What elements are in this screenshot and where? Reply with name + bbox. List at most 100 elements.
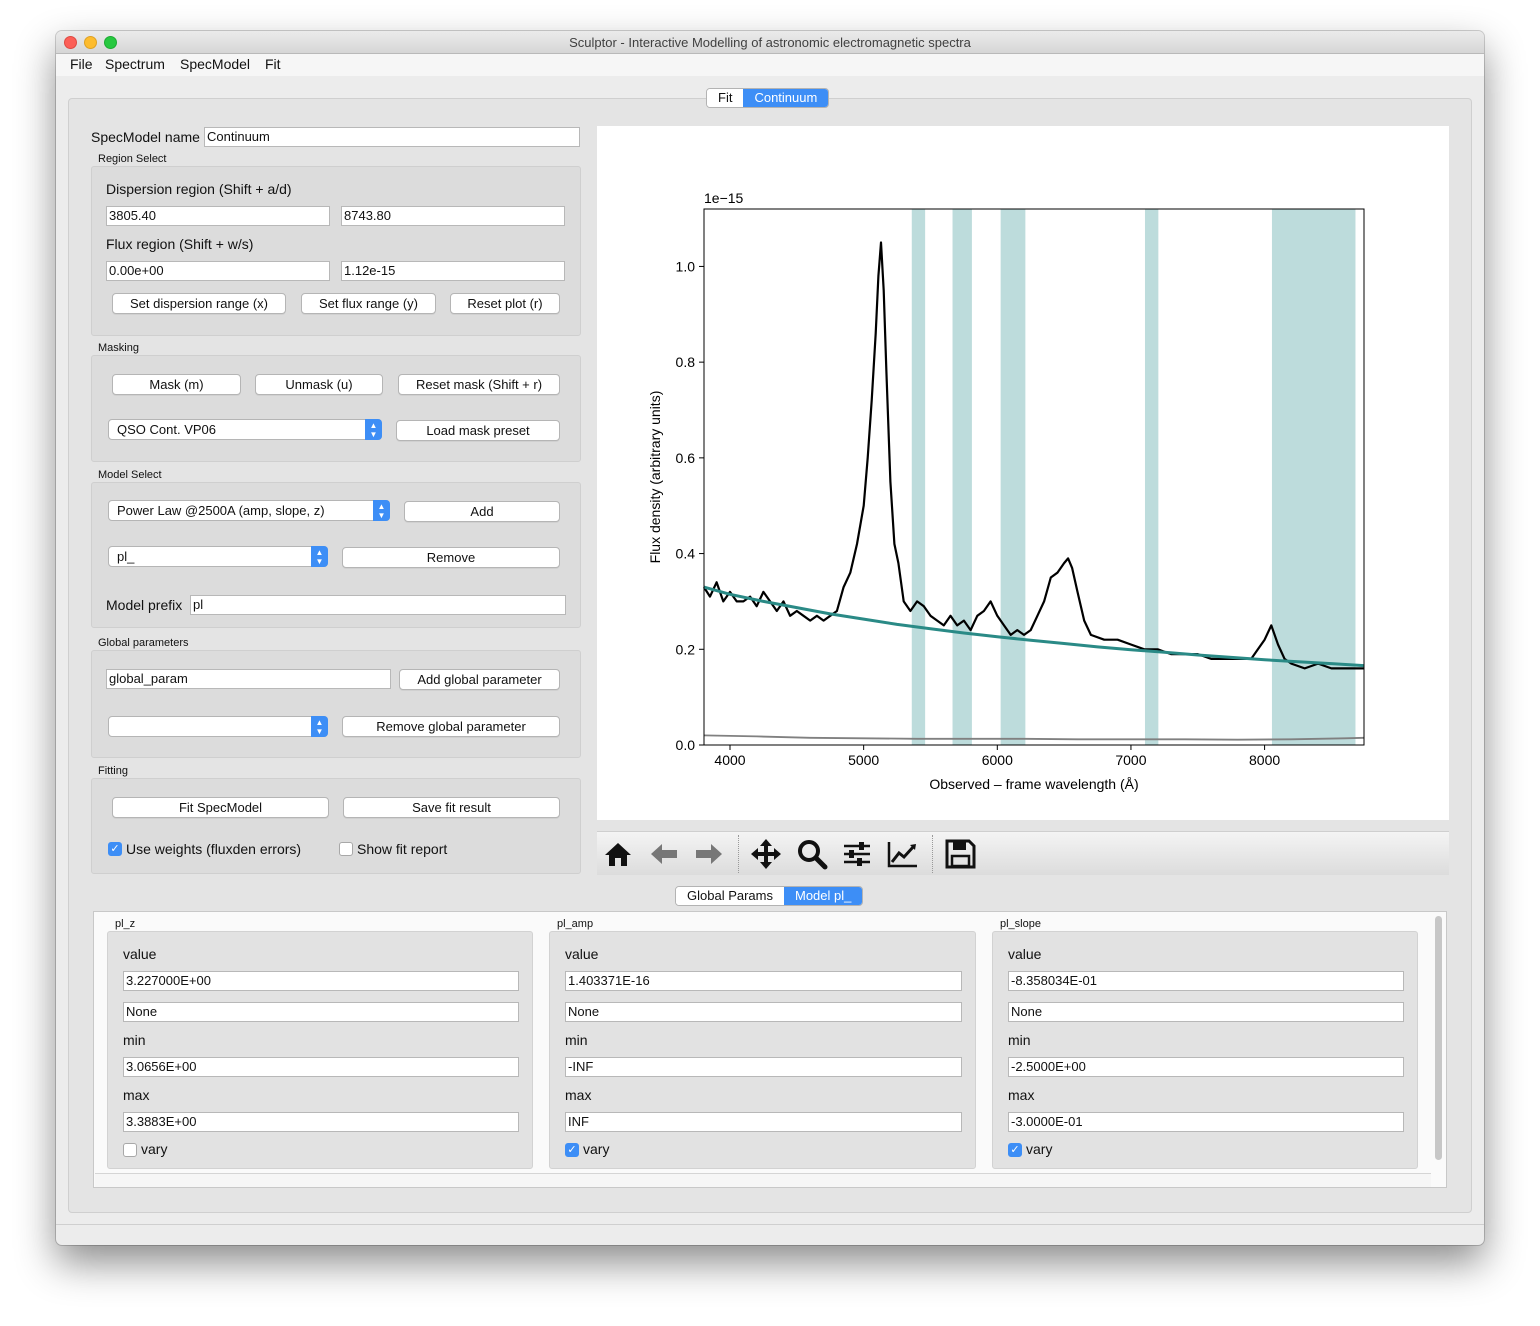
value-input[interactable]: -8.358034E-01 [1008, 971, 1404, 991]
value-input[interactable]: 1.403371E-16 [565, 971, 962, 991]
menu-specmodel[interactable]: SpecModel [180, 56, 251, 72]
edit-axis-icon[interactable] [886, 838, 920, 870]
expr-input[interactable]: None [565, 1002, 962, 1022]
subplots-icon[interactable] [840, 838, 874, 870]
specmodel-name-input[interactable]: Continuum [204, 127, 580, 147]
max-label: max [123, 1087, 150, 1103]
global-parameters-group [91, 650, 581, 758]
expr-input[interactable]: None [123, 1002, 519, 1022]
vary-checkbox[interactable]: ✓ [1008, 1143, 1022, 1157]
tab-global-params[interactable]: Global Params [676, 887, 784, 905]
max-label: max [1008, 1087, 1035, 1103]
reset-mask-button[interactable]: Reset mask (Shift + r) [398, 374, 560, 395]
save-fit-result-button[interactable]: Save fit result [343, 797, 560, 818]
remove-global-parameter-button[interactable]: Remove global parameter [342, 716, 560, 737]
unmask-button[interactable]: Unmask (u) [255, 374, 383, 395]
add-model-button[interactable]: Add [404, 501, 560, 522]
menu-bar: File Spectrum SpecModel Fit [56, 54, 1484, 76]
vary-checkbox[interactable] [123, 1143, 137, 1157]
model-type-select[interactable]: Power Law @2500A (amp, slope, z) ▲ ▼ [108, 500, 390, 521]
menu-fit[interactable]: Fit [265, 56, 281, 72]
x-axis-label: Observed – frame wavelength (Å) [929, 776, 1138, 792]
x-tick-label: 8000 [1249, 752, 1280, 768]
fit-specmodel-button[interactable]: Fit SpecModel [112, 797, 329, 818]
tab-model-pl[interactable]: Model pl_ [783, 887, 863, 905]
pan-icon[interactable] [749, 838, 783, 870]
save-icon[interactable] [943, 838, 977, 870]
model-continuum-line [703, 585, 1364, 668]
param-group-pl-z: value 3.227000E+00 None min 3.0656E+00 m… [107, 931, 533, 1169]
x-tick-label: 7000 [1115, 752, 1146, 768]
spectrum-plot-canvas[interactable]: 4000 5000 6000 7000 8000 0.0 0.2 0.4 0.6 0.8 1.0 … [597, 126, 1449, 820]
y-axis-ticks: 0.0 0.2 0.4 0.6 0.8 1.0 [676, 258, 704, 753]
min-input[interactable]: -INF [565, 1057, 962, 1077]
value-input[interactable]: 3.227000E+00 [123, 971, 519, 991]
dispersion-region-label: Dispersion region (Shift + a/d) [106, 181, 292, 197]
mask-preset-select[interactable]: QSO Cont. VP06 ▲ ▼ [108, 419, 382, 440]
add-global-parameter-button[interactable]: Add global parameter [399, 669, 560, 690]
flux-min-input[interactable]: 0.00e+00 [106, 261, 330, 281]
use-weights-label: Use weights (fluxden errors) [126, 841, 302, 857]
horizontal-scrollbar-track[interactable] [95, 1173, 1431, 1187]
vertical-scrollbar[interactable] [1435, 916, 1442, 1160]
mask-preset-value: QSO Cont. VP06 [117, 422, 216, 437]
max-input[interactable]: -3.0000E-01 [1008, 1112, 1404, 1132]
masking-group [91, 355, 581, 462]
min-input[interactable]: 3.0656E+00 [123, 1057, 519, 1077]
mask-region [911, 209, 926, 745]
model-prefix-input[interactable]: pl [190, 595, 566, 615]
mask-regions [911, 209, 1356, 745]
spectrum-chart[interactable]: 4000 5000 6000 7000 8000 0.00.20.40.60.81.0 … [597, 126, 1449, 820]
mask-region [952, 209, 972, 745]
use-weights-checkbox[interactable]: ✓ [108, 842, 122, 856]
global-param-name-input[interactable]: global_param [106, 669, 391, 689]
flux-region-label: Flux region (Shift + w/s) [106, 236, 254, 252]
chevron-up-down-icon: ▲ ▼ [311, 716, 328, 737]
set-flux-range-button[interactable]: Set flux range (y) [301, 293, 436, 314]
main-tab-bar: Fit Continuum [706, 88, 830, 108]
y-offset-label: 1e−15 [704, 190, 744, 206]
vary-checkbox[interactable]: ✓ [565, 1143, 579, 1157]
title-bar: Sculptor - Interactive Modelling of astr… [56, 31, 1484, 54]
load-mask-preset-button[interactable]: Load mask preset [396, 420, 560, 441]
minimize-window-button[interactable] [84, 36, 97, 49]
flux-max-input[interactable]: 1.12e-15 [341, 261, 565, 281]
zoom-icon[interactable] [795, 838, 829, 870]
model-prefix-select-value: pl_ [117, 549, 135, 564]
dispersion-min-input[interactable]: 3805.40 [106, 206, 330, 226]
spectrum-flux-line [702, 241, 1364, 670]
maximize-window-button[interactable] [104, 36, 117, 49]
reset-plot-button[interactable]: Reset plot (r) [450, 293, 560, 314]
vary-label: vary [583, 1141, 610, 1157]
masking-title: Masking [98, 342, 139, 354]
min-label: min [565, 1032, 588, 1048]
dispersion-max-input[interactable]: 8743.80 [341, 206, 565, 226]
model-prefix-select[interactable]: pl_ ▲ ▼ [108, 546, 328, 567]
remove-model-button[interactable]: Remove [342, 547, 560, 568]
home-icon[interactable] [601, 838, 635, 870]
min-input[interactable]: -2.5000E+00 [1008, 1057, 1404, 1077]
tab-fit[interactable]: Fit [707, 89, 744, 107]
max-input[interactable]: INF [565, 1112, 962, 1132]
show-fit-report-checkbox[interactable] [339, 842, 353, 856]
set-dispersion-range-button[interactable]: Set dispersion range (x) [112, 293, 286, 314]
back-arrow-icon[interactable] [647, 838, 681, 870]
y-tick-label: 0.8 [676, 354, 696, 370]
global-parameters-title: Global parameters [98, 637, 189, 649]
forward-arrow-icon[interactable] [692, 838, 726, 870]
plot-toolbar [597, 831, 1449, 875]
param-name: pl_amp [557, 918, 594, 930]
tab-continuum[interactable]: Continuum [743, 89, 829, 107]
chart-series [702, 241, 1364, 741]
value-label: value [1008, 946, 1042, 962]
max-input[interactable]: 3.3883E+00 [123, 1112, 519, 1132]
close-window-button[interactable] [64, 36, 77, 49]
mask-region [1000, 209, 1026, 745]
menu-file[interactable]: File [70, 56, 93, 72]
global-param-select[interactable]: ▲ ▼ [108, 716, 328, 737]
app-window: Sculptor - Interactive Modelling of astr… [56, 31, 1484, 1245]
expr-input[interactable]: None [1008, 1002, 1404, 1022]
menu-spectrum[interactable]: Spectrum [105, 56, 165, 72]
mask-button[interactable]: Mask (m) [112, 374, 241, 395]
min-label: min [123, 1032, 146, 1048]
